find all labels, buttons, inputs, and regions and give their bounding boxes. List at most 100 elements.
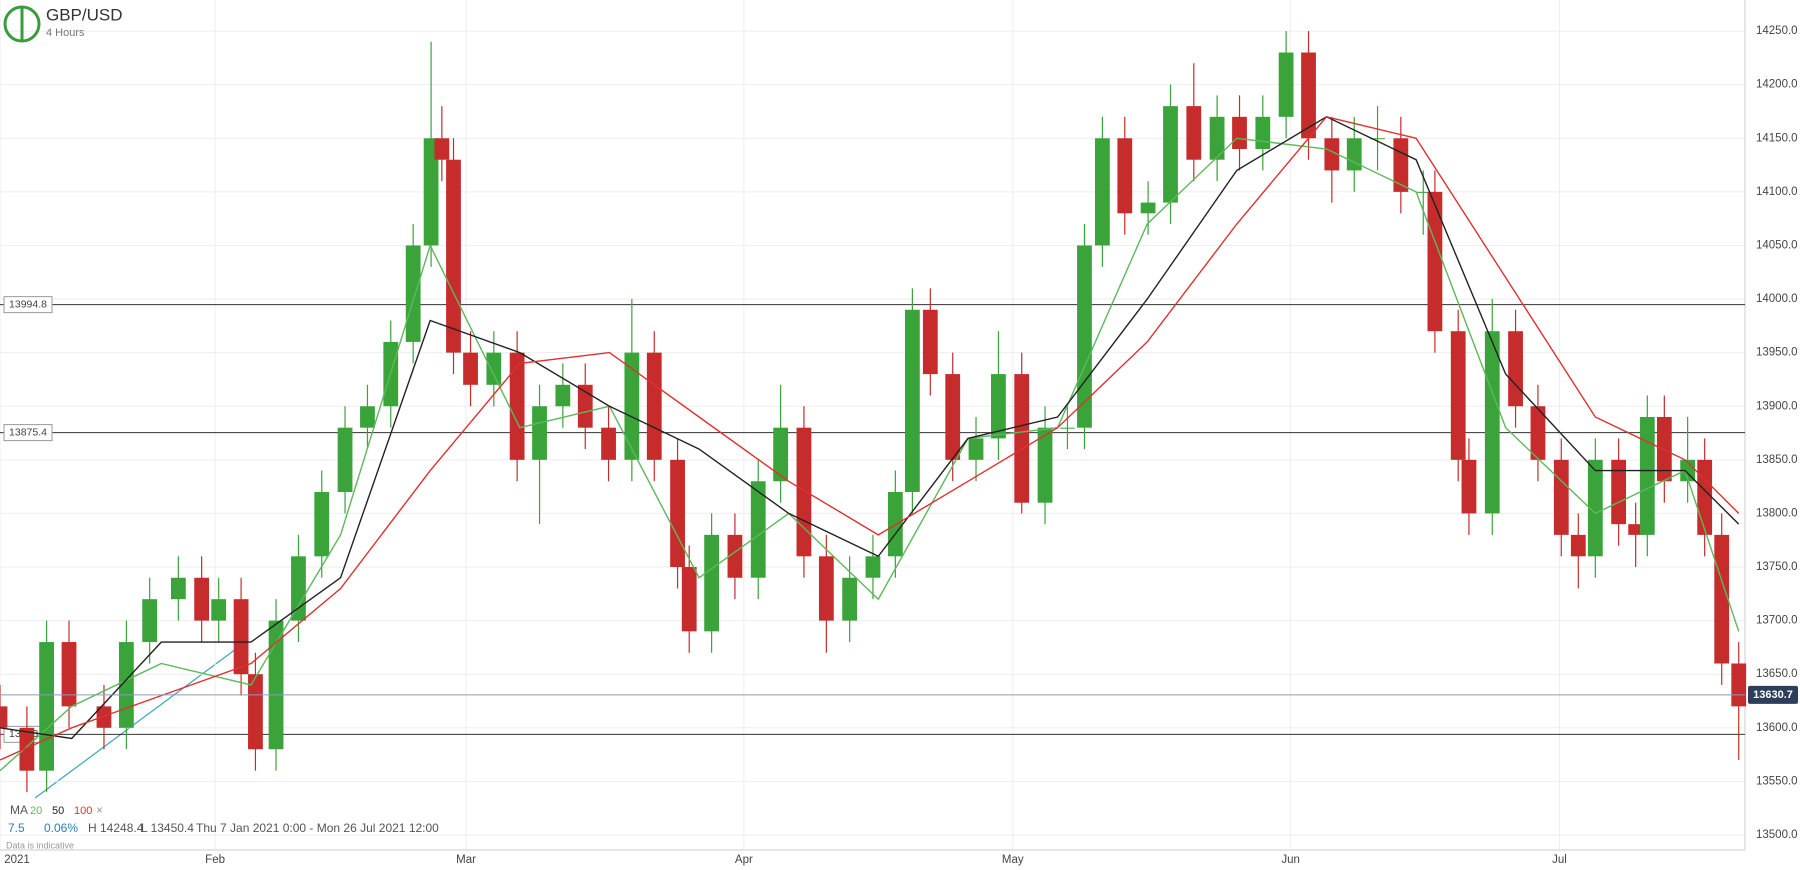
logo [3,5,41,43]
candle-body [681,567,697,632]
candle-body [1484,331,1500,514]
candle-body [1461,459,1477,514]
candle-body [555,384,571,407]
candle-body [194,577,210,621]
candle-body [624,352,640,460]
change: 7.5 [8,821,25,835]
candle-body [1628,524,1644,535]
candle-body [532,406,547,460]
candle-body [463,352,478,385]
candle-body [750,481,766,578]
candle-body [39,642,54,771]
legend-entry: 50 [52,805,64,817]
y-tick-label: 13600.0 [1756,722,1798,734]
y-tick-label: 13650.0 [1756,668,1798,680]
candle-body [423,138,439,246]
candle-body [577,384,593,428]
candle-body [1530,406,1546,460]
candle-body [434,138,450,160]
level-label-box [3,424,53,442]
candle-body [1656,416,1672,482]
candle-body [773,427,789,482]
candle-body [646,352,662,460]
candle-body [142,599,158,643]
candle-body [1553,459,1569,535]
chart-subtitle: 4 Hours [46,27,85,39]
candle-body [1324,138,1340,171]
candle-body [945,374,961,460]
ma-label: MA [10,803,28,817]
y-tick-label: 14050.0 [1756,239,1798,251]
candle-body [1232,116,1247,149]
x-tick-label: 2021 [4,854,30,866]
candle-body [1077,245,1092,428]
y-tick-label: 14150.0 [1756,132,1798,144]
candle-body [233,599,249,675]
candle-body [796,427,812,557]
y-tick-label: 13750.0 [1756,561,1798,573]
candle-body [1163,106,1178,203]
candle-body [1370,138,1385,140]
candle-body [904,309,920,492]
candle-body [1697,459,1713,535]
trend-line [34,645,241,799]
candle-body [1731,663,1747,707]
candle-body [446,159,461,353]
y-tick-label: 13500.0 [1756,829,1798,841]
y-tick-label: 13800.0 [1756,507,1798,519]
candle-body [670,459,685,568]
header: GBP/USD 4 Hours [3,5,123,43]
candle-body [1255,116,1271,149]
candle-body [1450,331,1466,460]
candle-body [314,491,330,557]
close-icon[interactable]: × [96,803,103,817]
candle-body [1639,416,1655,535]
ma-line [0,137,1740,772]
x-tick-label: Apr [735,854,753,866]
candle-body [1415,191,1431,193]
candle-body [0,706,8,728]
candle-body [1014,374,1030,503]
ma-line [0,116,1740,761]
candle-body [211,599,227,621]
candle-body [405,245,421,342]
candle-body [922,309,938,375]
candle-body [1301,52,1316,139]
candle-body [61,642,77,707]
candle-body [601,427,616,460]
candle-body [1117,138,1133,214]
candle-body [1508,331,1523,407]
y-tick-label: 13850.0 [1756,454,1798,466]
candle-body [865,556,881,578]
x-tick-label: May [1002,854,1024,866]
candle-body [727,534,743,578]
candle-body [842,577,858,621]
x-tick-label: Jul [1552,854,1567,866]
current-price-box [1748,685,1798,704]
candle-body [509,352,525,460]
candle-body [991,374,1006,439]
change-pct: 0.06% [44,821,78,835]
candle-body [1094,138,1110,246]
y-tick-label: 14000.0 [1756,293,1798,305]
candle-body [1570,534,1586,557]
candle-body [1186,106,1202,160]
candle-body [268,620,284,750]
candle-body [360,406,375,428]
candle-body [1611,459,1627,525]
candle-body [1037,427,1053,503]
x-tick-label: Jun [1281,854,1300,866]
candle-body [96,706,112,728]
candle-body [337,427,353,492]
info-panel: MA 7.5 0.06% H 14248.4 L 13450.4 Thu 7 J… [6,803,439,850]
candle-body [1587,459,1603,557]
ma-line [0,116,1740,740]
candle-body [1278,52,1294,117]
level-label: 13875.4 [9,426,47,438]
y-tick-label: 13950.0 [1756,347,1798,359]
level-label: 13994.8 [9,298,47,310]
note: Data is indicative [6,840,74,850]
